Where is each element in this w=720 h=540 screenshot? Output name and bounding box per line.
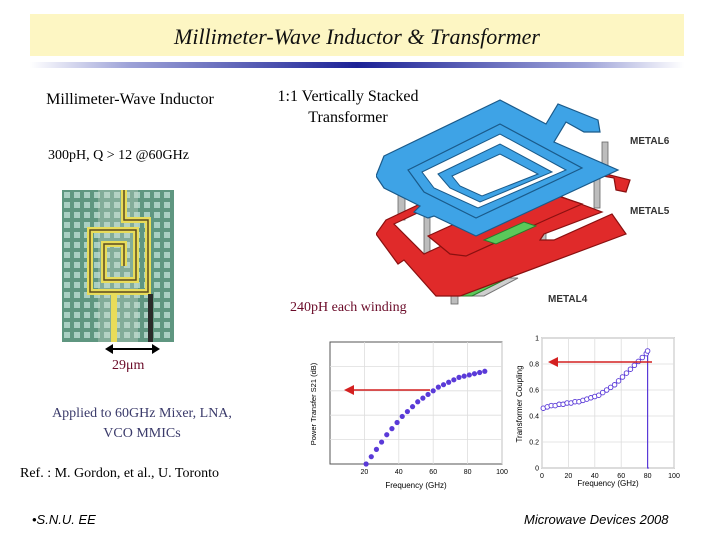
coupling-xtick-label: 0 — [540, 473, 544, 480]
coupling-point — [603, 387, 610, 393]
s21-ylabel: Power Transfer S21 (dB) — [309, 362, 318, 445]
s21-point — [420, 395, 426, 401]
coupling-xtick-label: 80 — [644, 473, 652, 480]
s21-xtick-label: 60 — [429, 469, 437, 476]
winding-label: 240pH each winding — [290, 300, 407, 315]
s21-point — [373, 446, 380, 452]
inductor-title: Millimeter-Wave Inductor — [46, 91, 214, 108]
coupling-point — [611, 382, 618, 388]
s21-point — [440, 382, 447, 388]
applications-text: Applied to 60GHz Mixer, LNA, VCO MMICs — [52, 406, 232, 441]
s21-point — [384, 432, 390, 438]
coupling-ytick-label: 0.4 — [529, 414, 539, 421]
inductor-spec: 300pH, Q > 12 @60GHz — [48, 148, 189, 163]
metal5-underpass-link — [482, 221, 538, 245]
coupling-xtick-label: 20 — [565, 473, 573, 480]
s21-point — [461, 373, 467, 379]
s21-point — [430, 388, 436, 394]
s21-xtick-label: 20 — [361, 469, 369, 476]
title-divider — [30, 62, 684, 68]
inductor-micrograph — [62, 190, 174, 342]
coupling-point — [607, 384, 614, 391]
coupling-point — [599, 389, 606, 396]
s21-point — [415, 399, 421, 405]
footer-affiliation: •S.N.U. EE — [32, 512, 96, 527]
s21-point — [363, 461, 369, 467]
coupling-point — [623, 370, 630, 376]
coupling-ytick-label: 0.6 — [529, 388, 539, 395]
coupling-point — [615, 378, 622, 384]
coupling-point — [596, 392, 602, 398]
s21-annotation-arrow — [344, 385, 430, 395]
s21-point — [368, 454, 374, 460]
coupling-annotation-arrow — [548, 357, 652, 367]
coupling-point — [627, 366, 634, 372]
label-metal6: METAL6 — [630, 136, 670, 147]
coupling-ytick-label: 0.8 — [529, 362, 539, 369]
transformer-3d-diagram: METAL6 METAL5 METAL4 — [376, 99, 670, 305]
coupling-xtick-label: 100 — [668, 473, 680, 480]
slide-title: Millimeter-Wave Inductor & Transformer — [174, 24, 540, 49]
s21-chart: 20 40 60 80 100 Frequency (GHz) Power Transf… — [309, 341, 508, 490]
s21-point — [466, 372, 472, 378]
dimension-arrow — [105, 344, 160, 354]
coupling-point — [631, 362, 638, 369]
reference-text: Ref. : M. Gordon, et al., U. Toronto — [20, 466, 220, 481]
s21-point — [389, 426, 395, 432]
coupling-xtick-label: 40 — [591, 473, 599, 480]
coupling-ytick-label: 0.2 — [529, 440, 539, 447]
coupling-point — [639, 354, 646, 361]
s21-point — [435, 384, 441, 390]
slide-title-box: Millimeter-Wave Inductor & Transformer — [30, 14, 684, 56]
coupling-ytick-label: 0 — [535, 466, 539, 473]
coupling-xtick-label: 60 — [617, 473, 625, 480]
label-metal4: METAL4 — [548, 294, 588, 305]
s21-point — [379, 439, 385, 445]
coupling-ytick-label: 1 — [535, 336, 539, 343]
s21-point — [394, 419, 400, 426]
footer-course: Microwave Devices 2008 — [524, 512, 669, 527]
s21-point — [409, 404, 416, 410]
s21-point — [446, 379, 452, 385]
s21-xlabel: Frequency (GHz) — [385, 481, 447, 490]
s21-point — [425, 391, 431, 398]
dimension-label: 29μm — [112, 358, 145, 373]
label-metal5: METAL5 — [630, 206, 670, 217]
coupling-xlabel: Frequency (GHz) — [577, 479, 639, 488]
s21-xtick-label: 40 — [395, 469, 403, 476]
s21-point — [482, 368, 488, 374]
s21-point — [399, 413, 405, 420]
coupling-point — [644, 348, 651, 354]
s21-point — [451, 377, 457, 383]
s21-point — [404, 408, 410, 415]
s21-point — [477, 369, 483, 376]
transformer-title: 1:1 Vertically Stacked Transformer — [277, 88, 419, 126]
coupling-point — [619, 374, 626, 380]
s21-xtick-label: 80 — [464, 469, 472, 476]
s21-point — [471, 371, 478, 377]
s21-point — [456, 374, 462, 380]
s21-xtick-label: 100 — [496, 469, 508, 476]
coupling-chart: 0 20 40 60 80 100 0 0.2 0.4 0.6 0.8 1 Frequency (GH… — [515, 336, 680, 489]
coupling-ylabel: Transformer Coupling — [515, 365, 524, 442]
